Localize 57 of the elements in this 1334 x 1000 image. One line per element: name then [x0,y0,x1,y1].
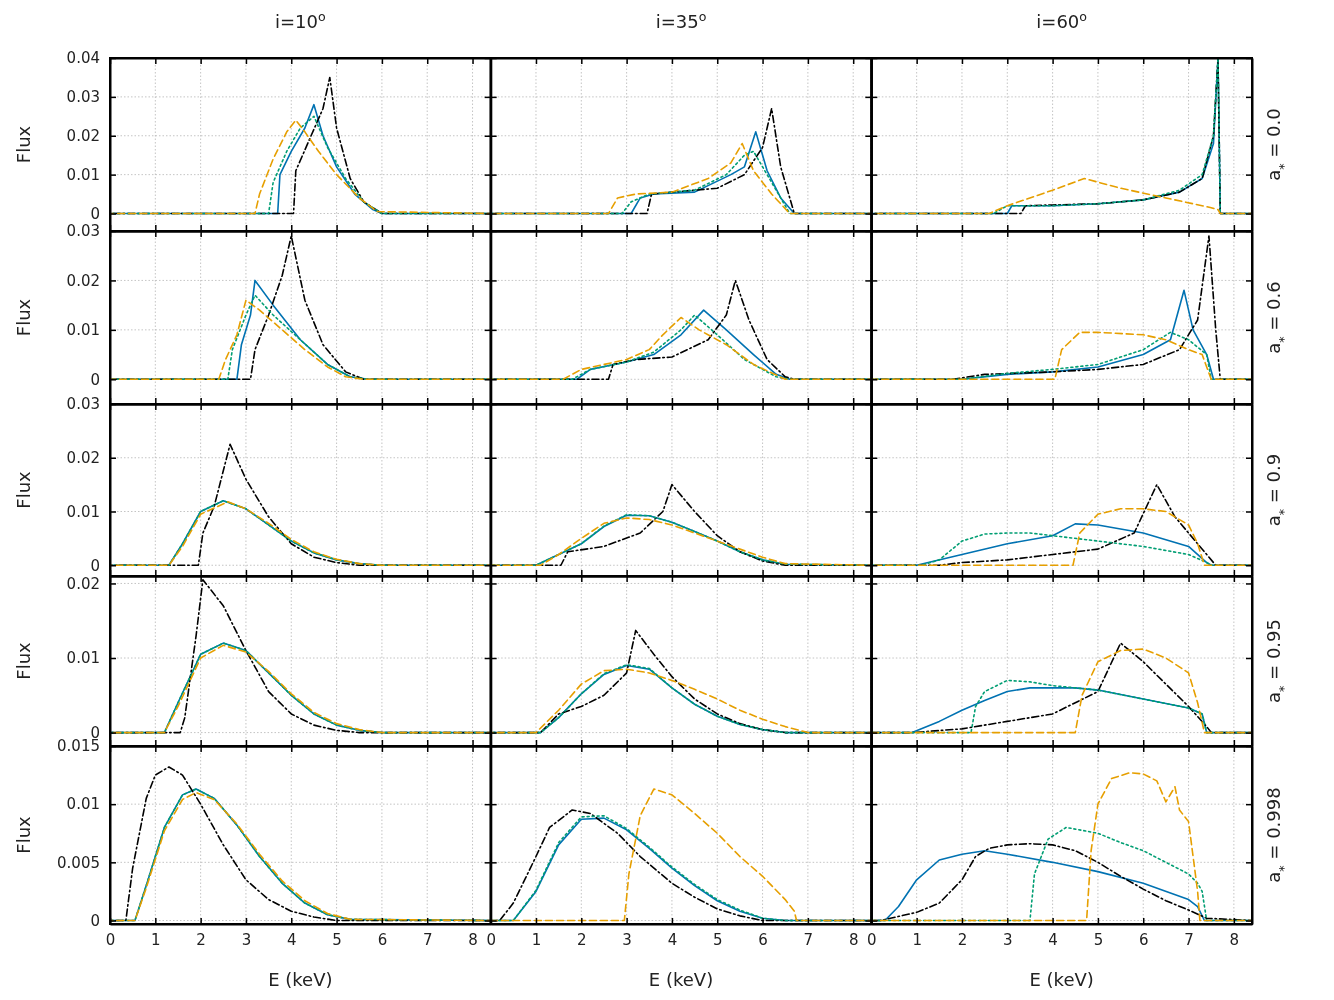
x-tick-label: 5 [332,930,342,949]
y-axis-title: Flux [13,125,34,164]
chart-title: i=35$^{o}$ [655,8,707,32]
chart-title: i=60$^{o}$ [1036,8,1088,32]
x-axis-title: E (keV) [648,969,714,990]
x-tick-label: 1 [531,930,542,949]
y-tick-label: 0.03 [66,395,100,414]
y-tick-label: 0.02 [66,271,100,290]
y-tick-label: 0.02 [66,449,100,468]
y-tick-label: 0.03 [66,222,100,241]
x-tick-label: 0 [486,930,496,949]
x-tick-label: 6 [377,930,388,949]
x-axis-title: E (keV) [268,969,333,990]
x-tick-label: 3 [241,930,252,949]
x-tick-label: 1 [912,930,922,949]
y-tick-label: 0.03 [66,88,100,107]
y-tick-label: 0.01 [66,795,100,814]
x-tick-label: 5 [712,930,723,949]
x-tick-label: 7 [422,930,433,949]
y-tick-label: 0.02 [66,127,100,146]
y-tick-label: 0.01 [66,649,100,668]
y-tick-label: 0 [90,911,100,930]
y-tick-label: 0.005 [57,853,100,872]
x-tick-label: 7 [803,930,814,949]
y-tick-label: 0.01 [66,165,100,184]
x-axis-title: E (keV) [1029,969,1094,990]
x-tick-label: 4 [1048,930,1058,949]
x-tick-label: 4 [667,930,678,949]
y-tick-label: 0 [90,204,100,223]
x-tick-label: 3 [1003,930,1013,949]
x-tick-label: 3 [622,930,632,949]
x-tick-label: 2 [196,930,206,949]
y-axis-title: Flux [13,470,34,509]
x-tick-label: 4 [287,930,297,949]
y-tick-label: 0.02 [66,574,100,593]
y-tick-label: 0 [90,370,100,389]
x-tick-label: 7 [1184,930,1194,949]
x-tick-label: 8 [468,930,478,949]
y-tick-label: 0.015 [57,737,100,756]
x-tick-label: 6 [758,930,768,949]
y-tick-label: 0.01 [66,321,100,340]
y-tick-label: 0.01 [66,502,100,521]
x-tick-label: 5 [1093,930,1104,949]
chart-title: i=10$^{o}$ [274,8,326,32]
y-tick-label: 0.04 [66,49,100,68]
x-tick-label: 0 [867,930,877,949]
x-tick-label: 0 [105,930,116,949]
x-tick-label: 8 [848,930,859,949]
y-tick-label: 0 [90,556,100,575]
y-axis-title: Flux [13,815,34,854]
x-tick-label: 1 [151,930,161,949]
y-axis-title: Flux [13,298,34,337]
x-tick-label: 6 [1138,930,1149,949]
x-tick-label: 2 [577,930,587,949]
x-tick-label: 8 [1229,930,1240,949]
x-tick-label: 2 [957,930,968,949]
y-axis-title: Flux [13,641,34,680]
